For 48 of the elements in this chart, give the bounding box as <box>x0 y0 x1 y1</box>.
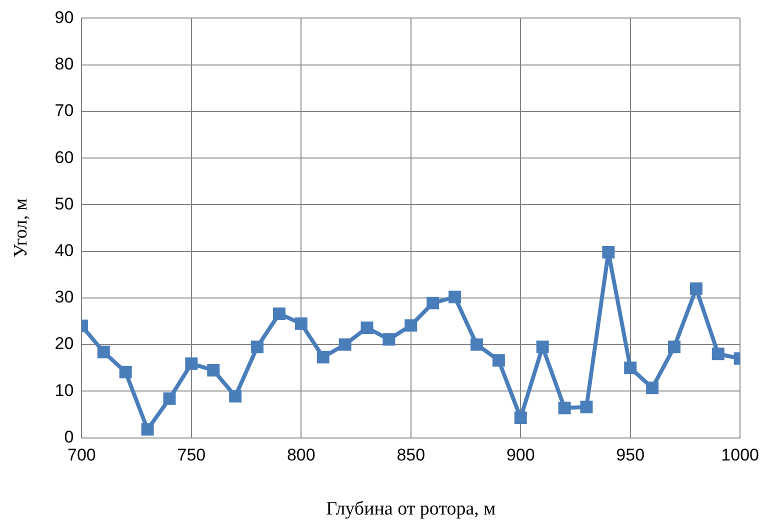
x-tick-label: 900 <box>506 446 535 465</box>
point <box>448 290 462 304</box>
point <box>251 340 264 354</box>
point <box>404 319 418 332</box>
point <box>602 246 615 258</box>
point <box>294 317 308 330</box>
y-tick-label: 30 <box>54 288 74 307</box>
x-tick-label: 800 <box>286 446 316 465</box>
y-axis-title: Угол, м <box>10 198 32 258</box>
y-tick-label: 0 <box>64 427 74 446</box>
point <box>690 282 702 295</box>
point <box>382 333 396 346</box>
point <box>668 340 680 354</box>
point <box>207 364 220 376</box>
point <box>141 423 154 436</box>
x-tick-label: 700 <box>68 446 96 465</box>
point <box>97 346 110 358</box>
point <box>492 354 505 367</box>
x-tick-label: 750 <box>177 446 206 465</box>
point <box>536 340 549 354</box>
point <box>119 366 132 378</box>
point <box>514 412 527 424</box>
point <box>229 390 242 403</box>
point <box>163 392 176 405</box>
point <box>558 402 571 414</box>
point <box>316 350 330 364</box>
y-tick-label: 50 <box>54 194 74 214</box>
x-tick-label: 1000 <box>721 446 760 465</box>
point <box>712 348 724 360</box>
y-tick-label: 90 <box>54 8 74 27</box>
y-tick-label: 70 <box>54 101 74 120</box>
point <box>360 322 374 334</box>
point <box>470 338 483 351</box>
point <box>580 400 593 414</box>
point <box>338 338 352 351</box>
x-axis-title: Глубина от ротора, м <box>326 498 496 520</box>
y-tick-label: 10 <box>54 380 74 400</box>
x-tick-label: 850 <box>396 446 426 465</box>
point <box>426 296 440 310</box>
x-tick-label: 950 <box>616 446 645 465</box>
y-tick-label: 80 <box>54 54 74 74</box>
point <box>624 362 637 374</box>
point <box>185 357 198 370</box>
y-tick-label: 20 <box>54 334 74 354</box>
point <box>646 382 659 394</box>
y-tick-label: 40 <box>54 241 74 260</box>
y-tick-label: 60 <box>54 148 74 167</box>
point <box>272 308 286 320</box>
